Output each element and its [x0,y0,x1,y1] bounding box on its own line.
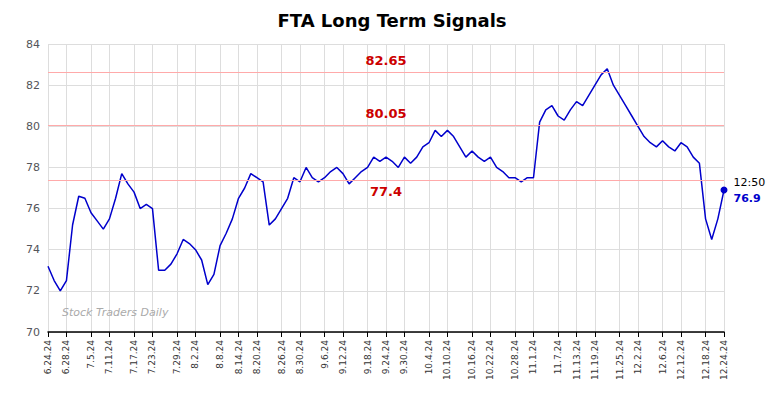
svg-text:FTA Long Term Signals: FTA Long Term Signals [277,10,506,31]
svg-text:6.28.24: 6.28.24 [61,340,71,375]
svg-text:7.29.24: 7.29.24 [172,340,182,375]
svg-text:76.9: 76.9 [734,192,761,205]
svg-text:74: 74 [26,243,40,256]
svg-text:11.19.24: 11.19.24 [590,340,600,380]
svg-text:8.14.24: 8.14.24 [234,340,244,375]
svg-text:12.2.24: 12.2.24 [633,340,643,375]
svg-text:8.30.24: 8.30.24 [295,340,305,375]
svg-text:12.18.24: 12.18.24 [701,340,711,380]
svg-text:12.12.24: 12.12.24 [676,340,686,380]
svg-text:10.28.24: 10.28.24 [510,340,520,380]
svg-text:12:50: 12:50 [734,176,766,189]
svg-text:Stock Traders Daily: Stock Traders Daily [62,306,169,319]
svg-text:10.10.24: 10.10.24 [442,340,452,380]
svg-text:11.13.24: 11.13.24 [572,340,582,380]
svg-text:11.7.24: 11.7.24 [553,340,563,375]
svg-text:7.5.24: 7.5.24 [86,340,96,369]
svg-text:7.17.24: 7.17.24 [129,340,139,375]
svg-text:80.05: 80.05 [365,106,406,121]
svg-text:9.30.24: 9.30.24 [399,340,409,375]
svg-text:82.65: 82.65 [365,53,406,68]
svg-text:10.16.24: 10.16.24 [467,340,477,380]
svg-text:70: 70 [26,326,40,339]
svg-text:10.4.24: 10.4.24 [424,340,434,375]
svg-text:78: 78 [26,161,40,174]
svg-text:9.18.24: 9.18.24 [363,340,373,375]
svg-text:11.25.24: 11.25.24 [615,340,625,380]
svg-text:80: 80 [26,120,40,133]
svg-text:82: 82 [26,79,40,92]
svg-text:6.24.24: 6.24.24 [43,340,53,375]
svg-text:12.24.24: 12.24.24 [719,340,729,380]
svg-text:12.6.24: 12.6.24 [658,340,668,375]
svg-text:8.20.24: 8.20.24 [252,340,262,375]
svg-text:8.2.24: 8.2.24 [190,340,200,369]
svg-text:11.1.24: 11.1.24 [528,340,538,375]
svg-text:77.4: 77.4 [370,184,402,199]
svg-text:7.23.24: 7.23.24 [147,340,157,375]
svg-text:9.24.24: 9.24.24 [381,340,391,375]
svg-text:9.12.24: 9.12.24 [338,340,348,375]
svg-text:10.22.24: 10.22.24 [485,340,495,380]
svg-text:7.11.24: 7.11.24 [104,340,114,375]
svg-text:8.8.24: 8.8.24 [215,340,225,369]
svg-text:76: 76 [26,202,40,215]
svg-text:84: 84 [26,38,40,51]
svg-text:72: 72 [26,284,40,297]
svg-text:8.26.24: 8.26.24 [277,340,287,375]
svg-text:9.6.24: 9.6.24 [320,340,330,369]
